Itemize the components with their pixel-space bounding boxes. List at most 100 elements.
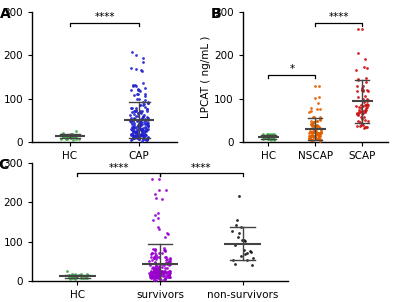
Point: [152, 250, 158, 255]
Point: [315, 137, 322, 141]
Point: [152, 192, 159, 197]
Point: [164, 257, 171, 262]
Point: [133, 136, 140, 140]
Point: [164, 273, 170, 278]
Point: [133, 133, 139, 138]
Point: [141, 113, 147, 117]
Point: [236, 231, 242, 236]
Point: [142, 132, 148, 137]
Point: [308, 109, 314, 114]
Point: [364, 104, 370, 109]
Point: [153, 264, 160, 269]
Point: [134, 129, 141, 134]
Point: [137, 110, 143, 115]
Point: [71, 135, 77, 140]
Point: [167, 257, 173, 262]
Point: [144, 138, 150, 143]
Point: [142, 117, 148, 121]
Point: [166, 259, 173, 263]
Point: [134, 92, 140, 96]
Point: [139, 133, 145, 137]
Point: [160, 277, 167, 282]
Point: [152, 273, 159, 278]
Point: [311, 128, 317, 133]
Point: [359, 87, 366, 92]
Point: [307, 138, 314, 143]
Point: [142, 132, 149, 137]
Point: [134, 119, 140, 124]
Point: [137, 102, 143, 107]
Point: [69, 272, 76, 277]
Point: [364, 97, 371, 102]
Point: [364, 99, 370, 104]
Point: [238, 224, 244, 229]
Point: [136, 137, 142, 142]
Point: [312, 127, 318, 132]
Point: [162, 269, 168, 274]
Point: [66, 134, 73, 139]
Text: ****: ****: [328, 12, 349, 22]
Point: [152, 269, 158, 274]
Point: [62, 133, 68, 137]
Point: [152, 268, 158, 272]
Point: [72, 129, 79, 133]
Point: [132, 133, 138, 138]
Point: [316, 139, 323, 144]
Point: [162, 269, 168, 274]
Point: [160, 269, 166, 274]
Point: [309, 122, 315, 127]
Point: [142, 97, 149, 102]
Point: [360, 89, 366, 94]
Point: [262, 136, 269, 141]
Point: [231, 243, 238, 248]
Point: [362, 103, 369, 108]
Point: [84, 271, 90, 276]
Point: [166, 271, 173, 276]
Point: [158, 269, 164, 274]
Point: [139, 60, 146, 65]
Point: [149, 270, 156, 275]
Point: [162, 234, 168, 239]
Point: [131, 135, 138, 140]
Point: [76, 136, 82, 141]
Point: [151, 267, 157, 272]
Point: [241, 237, 247, 242]
Point: [307, 133, 314, 138]
Point: [271, 137, 277, 142]
Point: [268, 138, 274, 143]
Point: [138, 108, 145, 113]
Point: [314, 123, 320, 128]
Point: [144, 136, 151, 140]
Point: [131, 136, 137, 140]
Point: [139, 68, 145, 73]
Point: [64, 135, 71, 140]
Point: [152, 253, 159, 258]
Point: [260, 135, 267, 140]
Point: [138, 128, 145, 133]
Point: [142, 104, 148, 109]
Point: [139, 121, 146, 126]
Point: [132, 135, 138, 140]
Point: [354, 112, 360, 117]
Point: [63, 137, 70, 142]
Point: [161, 268, 168, 273]
Point: [356, 110, 363, 115]
Point: [161, 270, 167, 275]
Point: [153, 275, 159, 280]
Point: [312, 133, 318, 138]
Point: [66, 134, 72, 139]
Point: [152, 272, 159, 277]
Point: [142, 124, 148, 129]
Point: [136, 132, 142, 137]
Point: [72, 276, 78, 281]
Point: [130, 129, 136, 133]
Point: [129, 118, 136, 123]
Text: C: C: [0, 158, 9, 172]
Point: [142, 137, 149, 142]
Point: [355, 111, 361, 116]
Point: [162, 273, 168, 278]
Point: [309, 120, 315, 125]
Point: [162, 261, 169, 265]
Point: [149, 271, 155, 276]
Point: [356, 108, 362, 113]
